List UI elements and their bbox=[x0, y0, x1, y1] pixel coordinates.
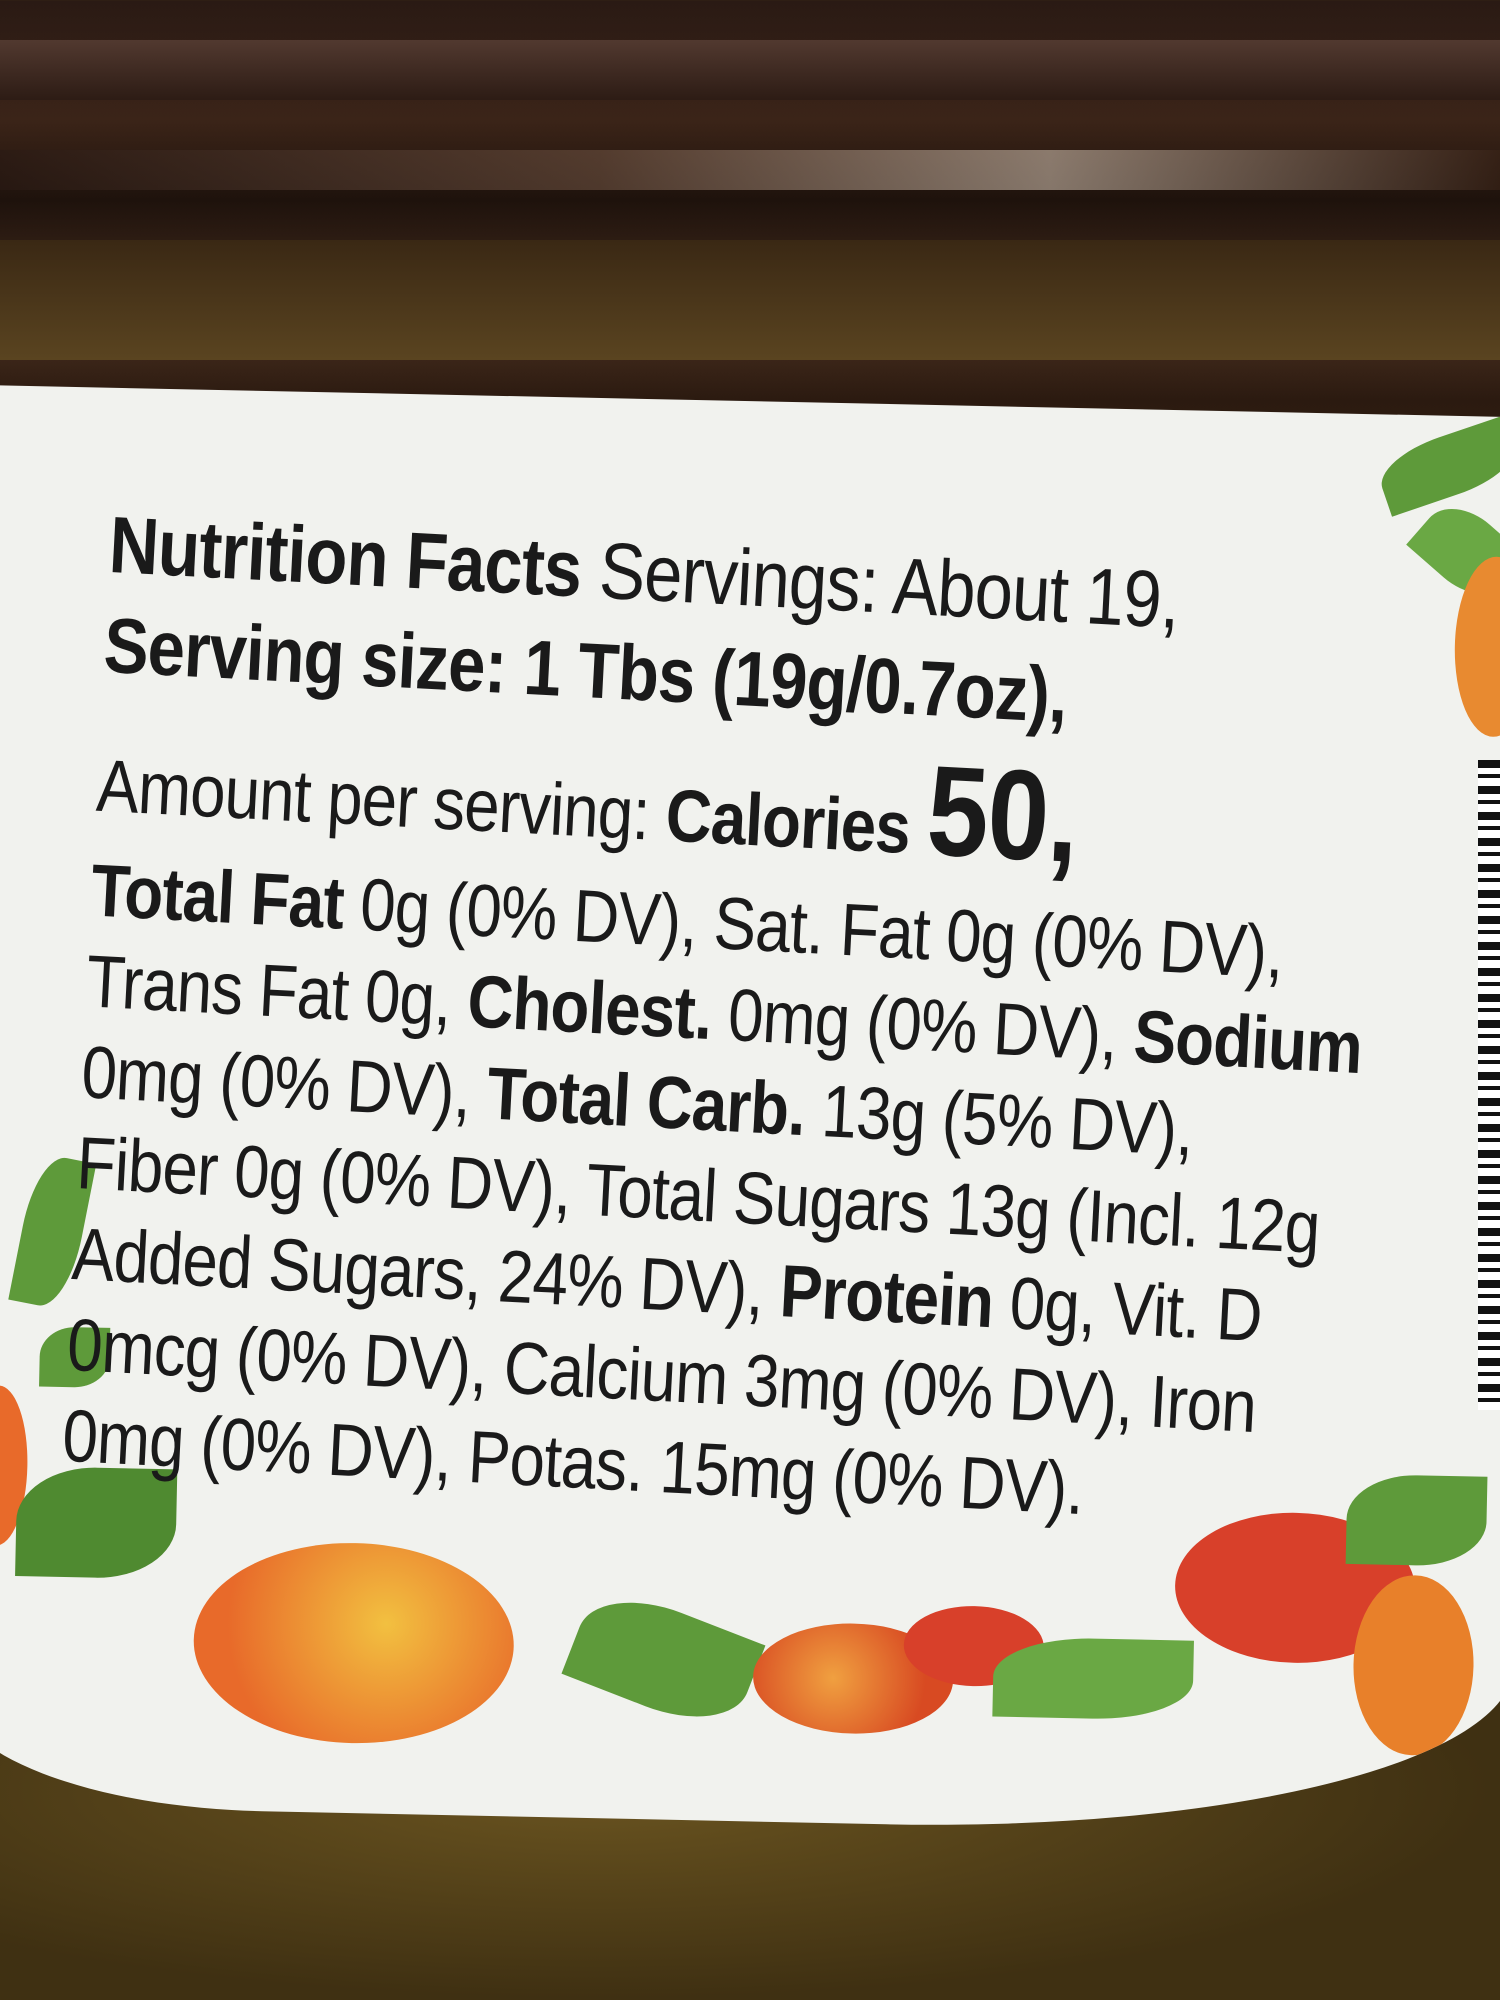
leaf-illustration bbox=[1345, 1473, 1488, 1567]
barcode bbox=[1478, 760, 1500, 1410]
jar-glass-reflection bbox=[0, 150, 1500, 190]
nutrition-text: Trans Fat 0g, bbox=[84, 939, 470, 1043]
nutrition-term-bold: Protein bbox=[778, 1249, 996, 1344]
nutrition-term-bold: Calories bbox=[663, 773, 929, 871]
jar-lid-rim bbox=[0, 40, 1500, 100]
nutrition-term-bold: Nutrition Facts bbox=[107, 499, 584, 614]
nutrition-term-bold: Cholest. bbox=[465, 959, 714, 1056]
nutrition-term-bold: 50, bbox=[923, 739, 1082, 890]
nutrition-facts-text: Nutrition Facts Servings: About 19, Servi… bbox=[60, 495, 1410, 1549]
leaf-illustration bbox=[1372, 414, 1500, 517]
nutrition-term-bold: Total Fat bbox=[89, 848, 346, 945]
leaf-illustration bbox=[992, 1636, 1194, 1721]
nutrition-text: Amount per serving: bbox=[94, 743, 669, 857]
fruit-illustration bbox=[191, 1539, 516, 1747]
nutrition-text: 13g (5% DV), bbox=[802, 1068, 1196, 1172]
leaf-illustration bbox=[561, 1580, 766, 1739]
jar-neck bbox=[0, 240, 1500, 360]
nutrition-term-bold: Sodium bbox=[1131, 994, 1364, 1090]
nutrition-term-bold: Total Carb. bbox=[485, 1051, 808, 1152]
nutrition-text: 0mg (0% DV), bbox=[79, 1030, 490, 1135]
nutrition-text: 0g, Vit. D bbox=[990, 1260, 1264, 1358]
